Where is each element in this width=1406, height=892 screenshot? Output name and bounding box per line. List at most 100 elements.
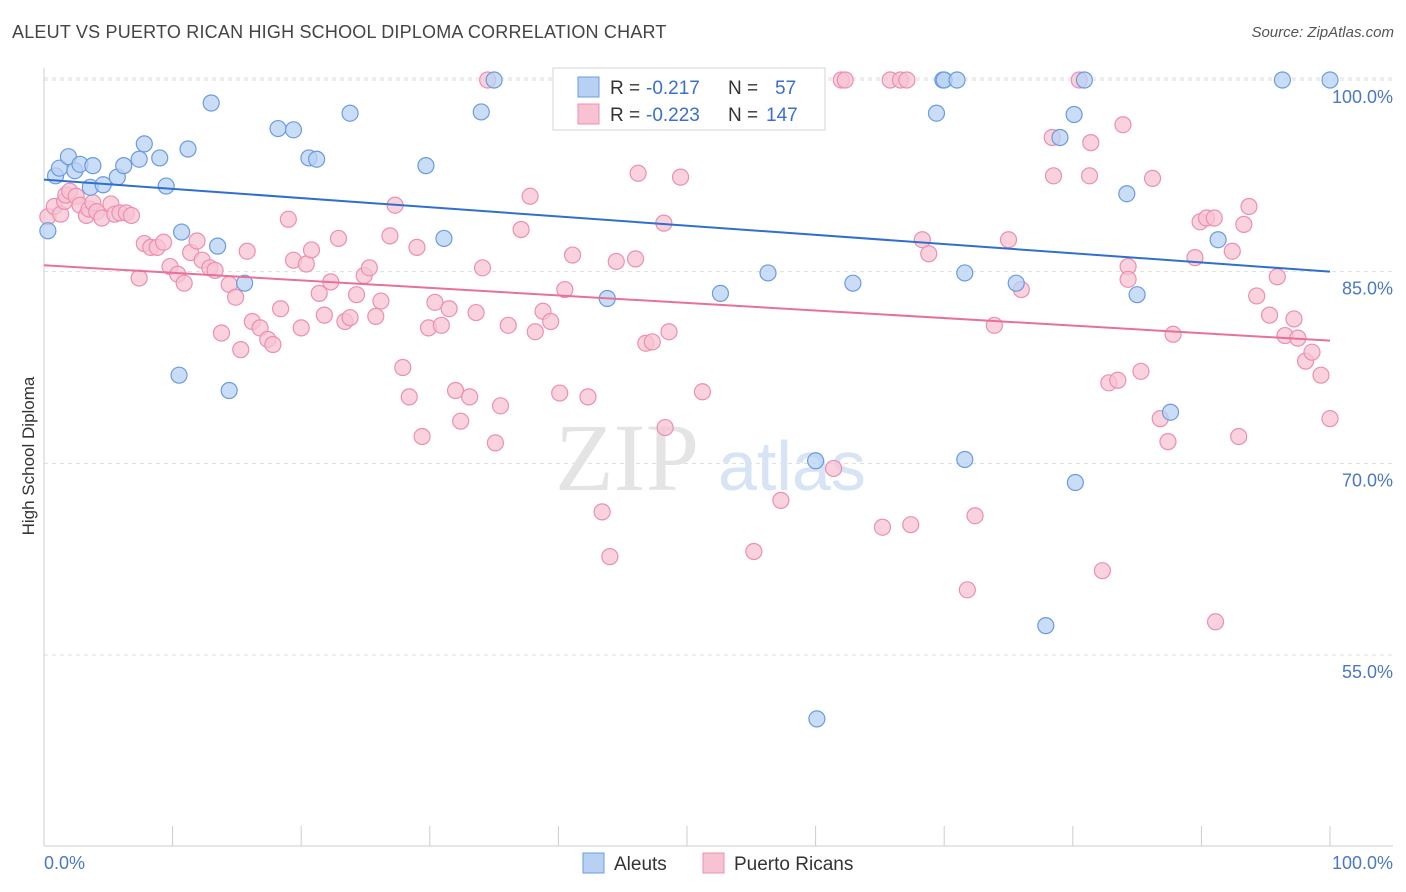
pr-point-73	[486, 434, 504, 452]
pr-point-105	[873, 518, 892, 536]
aleut-point-44	[956, 450, 974, 469]
aleut-point-47	[1051, 128, 1069, 147]
pr-point-139	[1230, 427, 1248, 446]
pr-point-96	[693, 383, 712, 401]
aleut-point-53	[1161, 403, 1180, 421]
aleut-point-7	[84, 157, 102, 175]
pr-point-75	[499, 316, 517, 334]
pr-point-100	[772, 491, 790, 509]
pr-point-115	[999, 231, 1018, 249]
legend-r-label-aleut: R =	[610, 78, 640, 99]
watermark-atlas: atlas	[718, 427, 866, 505]
pr-point-120	[1080, 167, 1099, 185]
aleut-point-13	[151, 149, 169, 167]
aleut-point-12	[135, 135, 153, 153]
pr-point-87	[607, 252, 625, 271]
pr-point-22	[154, 233, 173, 251]
pr-point-151	[1321, 410, 1339, 428]
legend-n-value-aleut: 57	[775, 78, 796, 99]
aleut-point-18	[202, 94, 220, 112]
pr-point-149	[1303, 343, 1321, 361]
pr-point-25	[175, 274, 193, 292]
aleut-point-25	[308, 150, 326, 168]
series-legend: Aleuts Puerto Ricans	[582, 852, 853, 875]
y-tick-label-55: 55.0%	[1342, 662, 1393, 682]
pr-point-41	[279, 210, 297, 228]
aleut-point-52	[1128, 286, 1146, 304]
aleut-point-19	[209, 237, 227, 255]
aleut-point-35	[759, 264, 777, 282]
series-legend-label-pr: Puerto Ricans	[734, 854, 853, 875]
aleut-point-33	[711, 284, 730, 302]
pr-point-140	[1235, 215, 1253, 233]
pr-point-132	[1164, 325, 1182, 343]
pr-point-93	[656, 418, 674, 437]
pr-point-137	[1206, 613, 1225, 631]
pr-point-82	[556, 280, 574, 299]
pr-point-89	[629, 164, 647, 182]
pr-point-78	[526, 323, 544, 341]
aleut-point-11	[130, 150, 148, 168]
pr-point-112	[958, 581, 976, 599]
pr-point-85	[593, 503, 611, 521]
pr-point-127	[1119, 270, 1137, 288]
pr-point-121	[1082, 134, 1100, 152]
aleut-point-21	[236, 274, 254, 292]
pr-point-143	[1260, 306, 1279, 324]
aleut-point-41	[927, 104, 946, 122]
pr-point-69	[461, 388, 479, 406]
pr-point-144	[1268, 268, 1286, 286]
pr-point-88	[626, 250, 645, 268]
pr-point-146	[1285, 310, 1303, 328]
legend-r-value-pr: -0.223	[646, 105, 700, 126]
pr-point-109	[902, 516, 920, 534]
pr-point-49	[329, 229, 348, 248]
pr-point-40	[272, 300, 290, 318]
pr-point-86	[601, 548, 619, 566]
legend-r-value-aleut: -0.217	[646, 78, 700, 99]
y-tick-labels: 55.0% 70.0% 85.0% 100.0%	[1332, 87, 1393, 682]
aleut-point-23	[284, 121, 303, 139]
pr-point-141	[1240, 197, 1258, 216]
pr-point-27	[188, 232, 206, 250]
aleut-point-45	[1007, 274, 1025, 292]
legend-r-label-pr: R =	[610, 105, 640, 126]
x-tick-label-max: 100.0%	[1332, 853, 1393, 873]
aleut-point-42	[948, 71, 966, 89]
pr-point-122	[1093, 562, 1111, 580]
legend-n-label-pr: N =	[728, 105, 758, 126]
legend-swatch-aleut	[577, 76, 600, 98]
pr-point-68	[452, 412, 470, 430]
aleut-point-36	[806, 452, 825, 470]
pr-point-51	[341, 309, 359, 327]
pr-point-55	[367, 307, 385, 325]
aleut-point-49	[1066, 473, 1084, 492]
pr-point-118	[1044, 167, 1063, 185]
axes	[43, 68, 1393, 847]
legend-n-value-pr: 147	[766, 105, 798, 126]
pr-point-34	[232, 341, 250, 359]
aleut-point-38	[844, 274, 862, 292]
pr-point-136	[1205, 209, 1223, 227]
pr-point-125	[1114, 116, 1132, 134]
aleut-point-17	[179, 140, 197, 158]
pr-point-113	[966, 507, 984, 525]
pr-point-18	[130, 269, 148, 287]
pr-point-39	[264, 335, 282, 354]
aleut-point-15	[170, 366, 188, 384]
pr-point-66	[440, 300, 458, 318]
aleut-point-29	[472, 103, 490, 121]
chart-title: ALEUT VS PUERTO RICAN HIGH SCHOOL DIPLOM…	[12, 22, 667, 42]
pr-point-150	[1312, 366, 1330, 384]
pr-point-131	[1159, 433, 1177, 451]
pr-point-97	[745, 542, 763, 561]
pr-point-64	[426, 293, 444, 311]
pr-point-124	[1109, 371, 1127, 389]
pr-point-52	[347, 286, 366, 304]
series-legend-swatch-aleut	[582, 852, 605, 874]
pr-point-61	[408, 238, 426, 256]
aleut-point-51	[1118, 185, 1136, 203]
aleut-point-43	[956, 264, 974, 282]
y-tick-label-70: 70.0%	[1342, 470, 1393, 490]
